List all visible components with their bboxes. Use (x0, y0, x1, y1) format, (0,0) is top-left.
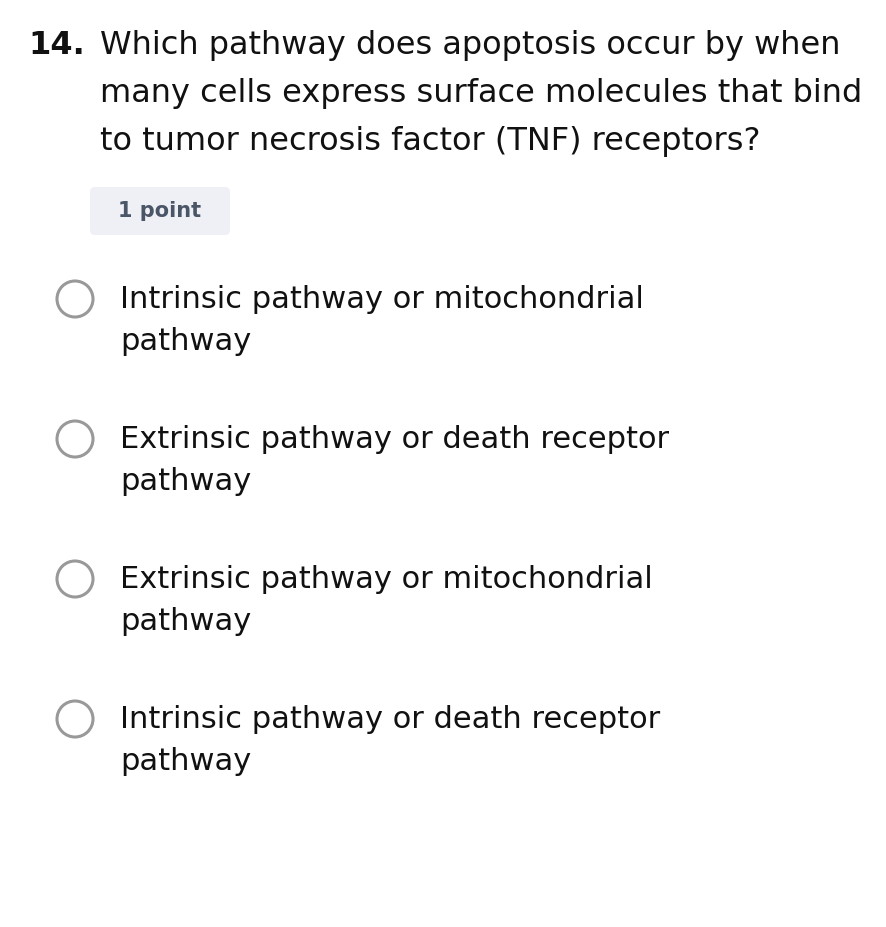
Circle shape (57, 281, 93, 317)
Circle shape (57, 561, 93, 597)
Text: pathway: pathway (120, 467, 252, 496)
Text: Which pathway does apoptosis occur by when: Which pathway does apoptosis occur by wh… (100, 30, 841, 61)
Text: 1 point: 1 point (119, 201, 201, 221)
Text: Intrinsic pathway or mitochondrial: Intrinsic pathway or mitochondrial (120, 285, 644, 314)
Text: Extrinsic pathway or death receptor: Extrinsic pathway or death receptor (120, 425, 669, 454)
Circle shape (57, 421, 93, 457)
Text: pathway: pathway (120, 747, 252, 776)
Text: to tumor necrosis factor (TNF) receptors?: to tumor necrosis factor (TNF) receptors… (100, 126, 760, 157)
Text: many cells express surface molecules that bind: many cells express surface molecules tha… (100, 78, 862, 109)
Text: 14.: 14. (28, 30, 85, 61)
Text: pathway: pathway (120, 327, 252, 356)
Text: Intrinsic pathway or death receptor: Intrinsic pathway or death receptor (120, 705, 660, 734)
Circle shape (57, 701, 93, 737)
FancyBboxPatch shape (90, 187, 230, 235)
Text: pathway: pathway (120, 607, 252, 636)
Text: Extrinsic pathway or mitochondrial: Extrinsic pathway or mitochondrial (120, 565, 653, 594)
